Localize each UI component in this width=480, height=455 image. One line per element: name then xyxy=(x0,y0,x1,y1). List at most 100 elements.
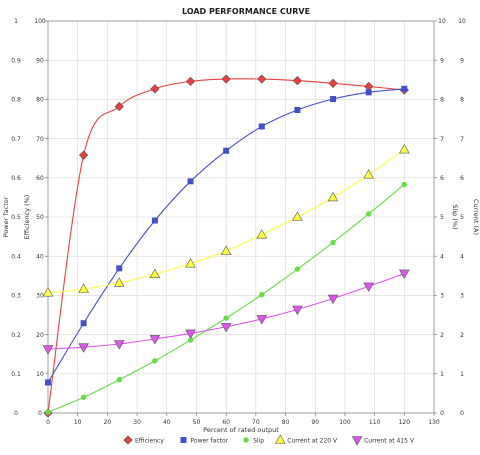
efficiency-tick-label: 40 xyxy=(36,253,44,260)
data-point-efficiency xyxy=(114,101,124,112)
slip-tick-label: 7 xyxy=(440,136,444,143)
data-point-current-at-415-v xyxy=(113,340,125,350)
legend-item-power-factor: Power factor xyxy=(180,437,229,444)
x-tick-label: 30 xyxy=(133,419,141,426)
data-point-current-at-220-v xyxy=(363,169,374,179)
legend-item-slip: Slip xyxy=(243,437,264,444)
slip-tick-label: 4 xyxy=(440,253,444,260)
series-power-factor xyxy=(45,85,408,386)
legend-marker-current-at-220-v xyxy=(274,434,286,444)
current-tick-label: 5 xyxy=(460,214,464,221)
data-point-slip xyxy=(80,394,87,401)
data-point-power-factor xyxy=(223,147,230,154)
legend-label-current-at-415-v: Current at 415 V xyxy=(364,437,415,444)
left-axis-label-efficiency: Efficiency (%) xyxy=(23,195,31,240)
data-point-slip xyxy=(223,315,229,321)
power-factor-tick-label: 0.3 xyxy=(11,293,21,300)
legend-marker-power-factor xyxy=(180,437,187,443)
chart-title: LOAD PERFORMANCE CURVE xyxy=(182,7,310,16)
data-point-efficiency xyxy=(79,150,89,160)
data-point-current-at-415-v xyxy=(292,305,303,316)
data-point-power-factor xyxy=(294,106,301,113)
power-factor-tick-label: 0.4 xyxy=(11,253,21,260)
data-point-current-at-415-v xyxy=(42,345,54,355)
x-tick-label: 20 xyxy=(104,419,112,426)
data-point-slip xyxy=(259,291,265,298)
grid xyxy=(48,21,434,413)
x-tick-label: 80 xyxy=(282,419,290,426)
data-point-slip xyxy=(152,358,158,364)
x-tick-label: 10 xyxy=(74,419,82,426)
legend-marker-slip xyxy=(243,437,249,443)
data-point-efficiency xyxy=(257,74,267,84)
x-tick-label: 100 xyxy=(339,419,351,426)
x-tick-label: 130 xyxy=(428,419,440,426)
power-factor-tick-label: 0.6 xyxy=(11,175,21,182)
legend-item-current-at-415-v: Current at 415 V xyxy=(351,436,415,446)
data-point-power-factor xyxy=(151,217,158,224)
left-axis-label-power-factor: Power factor xyxy=(2,196,10,237)
slip-tick-label: 9 xyxy=(440,57,444,64)
right-axis-label-slip: Slip (%) xyxy=(451,204,459,229)
legend-label-efficiency: Efficiency xyxy=(135,437,164,444)
legend-item-efficiency: Efficiency xyxy=(123,435,164,445)
efficiency-tick-label: 50 xyxy=(36,214,44,221)
slip-tick-label: 1 xyxy=(440,371,444,378)
series-current-at-220-v xyxy=(42,143,410,297)
current-tick-label: 9 xyxy=(460,57,464,64)
current-tick-label: 1 xyxy=(460,371,464,378)
x-tick-label: 60 xyxy=(222,419,230,426)
data-point-power-factor xyxy=(330,96,337,103)
data-point-current-at-415-v xyxy=(149,335,161,345)
data-point-efficiency xyxy=(292,75,303,86)
x-tick-label: 0 xyxy=(46,419,50,426)
legend-marker-efficiency xyxy=(123,435,133,445)
data-point-slip xyxy=(45,409,51,415)
efficiency-tick-label: 10 xyxy=(36,371,44,378)
legend: Efficiency Power factor Slip Current at 220… xyxy=(123,434,415,446)
current-tick-label: 8 xyxy=(460,97,464,104)
legend-label-slip: Slip xyxy=(253,437,264,444)
data-point-slip xyxy=(294,266,301,272)
data-point-current-at-415-v xyxy=(78,343,89,353)
x-axis-label: Percent of rated output xyxy=(203,426,279,434)
slip-tick-label: 3 xyxy=(440,293,444,300)
x-tick-label: 90 xyxy=(311,419,319,426)
data-point-current-at-220-v xyxy=(220,245,232,255)
x-tick-label: 40 xyxy=(163,419,171,426)
data-point-current-at-220-v xyxy=(185,258,196,268)
efficiency-tick-label: 20 xyxy=(36,332,44,339)
data-point-current-at-415-v xyxy=(185,329,196,340)
power-factor-tick-label: 0 xyxy=(14,410,18,417)
power-factor-tick-label: 0.5 xyxy=(11,214,21,221)
current-tick-label: 3 xyxy=(460,293,464,300)
legend-label-power-factor: Power factor xyxy=(191,437,229,444)
legend-item-current-at-220-v: Current at 220 V xyxy=(274,434,338,444)
data-point-current-at-220-v xyxy=(42,287,54,297)
data-point-slip xyxy=(330,239,336,246)
efficiency-tick-label: 60 xyxy=(36,175,44,182)
power-factor-tick-label: 1 xyxy=(14,18,18,25)
power-factor-tick-label: 0.8 xyxy=(11,97,21,104)
data-point-current-at-220-v xyxy=(113,277,125,287)
efficiency-tick-label: 70 xyxy=(36,136,44,143)
data-point-power-factor xyxy=(80,320,87,327)
slip-tick-label: 8 xyxy=(440,97,444,104)
x-tick-label: 50 xyxy=(193,419,201,426)
slip-tick-label: 5 xyxy=(440,214,444,221)
data-point-efficiency xyxy=(150,84,160,94)
current-tick-label: 6 xyxy=(460,175,464,182)
data-point-current-at-220-v xyxy=(327,191,339,202)
legend-marker-current-at-415-v xyxy=(351,436,363,446)
data-point-current-at-220-v xyxy=(78,283,89,293)
data-point-current-at-220-v xyxy=(292,211,303,221)
data-point-current-at-415-v xyxy=(220,322,232,333)
series xyxy=(42,74,410,418)
efficiency-tick-label: 30 xyxy=(36,293,44,300)
data-point-power-factor xyxy=(187,178,194,185)
x-tick-label: 120 xyxy=(399,419,411,426)
current-tick-label: 2 xyxy=(460,332,464,339)
efficiency-tick-label: 0 xyxy=(38,410,42,417)
data-point-efficiency xyxy=(328,78,338,88)
